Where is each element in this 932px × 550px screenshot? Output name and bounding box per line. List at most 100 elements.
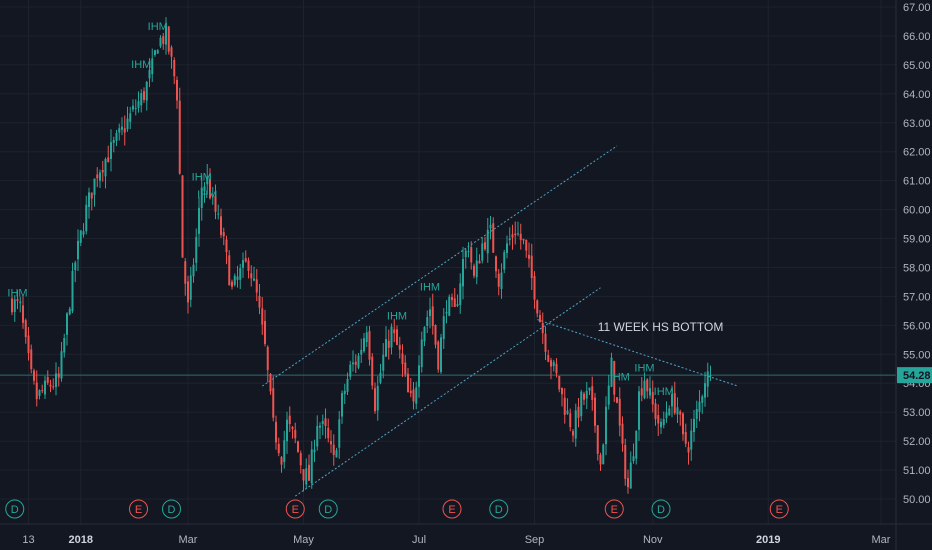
candle-body bbox=[682, 413, 684, 435]
candles bbox=[11, 17, 712, 494]
candle-body bbox=[665, 412, 668, 419]
event-circle bbox=[489, 499, 509, 519]
dividend-marker[interactable]: D bbox=[489, 499, 509, 519]
candle-body bbox=[104, 158, 107, 177]
event-label: D bbox=[168, 504, 176, 516]
candle-body bbox=[349, 364, 352, 377]
candle-body bbox=[649, 388, 651, 396]
candle-body bbox=[629, 462, 632, 489]
candle-body bbox=[332, 444, 335, 455]
candle-body bbox=[643, 380, 646, 399]
candle-body bbox=[308, 464, 310, 481]
x-axis[interactable]: 13 2018 Mar May Jul Sep Nov 2019 Mar bbox=[22, 534, 890, 546]
candle-body bbox=[464, 250, 467, 258]
x-tick-label: Nov bbox=[643, 534, 663, 546]
candle-body bbox=[440, 337, 442, 373]
candle-body bbox=[574, 410, 577, 439]
candle-body bbox=[143, 91, 145, 100]
candle-body bbox=[343, 390, 346, 395]
candle-body bbox=[423, 327, 426, 342]
candle-body bbox=[74, 262, 77, 271]
candle-body bbox=[99, 172, 101, 181]
candle-body bbox=[431, 306, 434, 327]
candle-body bbox=[657, 415, 660, 424]
candle-body bbox=[624, 444, 627, 479]
candle-body bbox=[352, 362, 354, 365]
y-tick-label: 55.00 bbox=[903, 349, 931, 361]
pattern-label: IHM bbox=[197, 189, 217, 201]
candle-body bbox=[165, 25, 167, 45]
candle-body bbox=[676, 407, 679, 415]
dividend-marker[interactable]: D bbox=[318, 499, 338, 519]
candle-body bbox=[357, 355, 360, 368]
earnings-marker[interactable]: E bbox=[129, 499, 148, 519]
candle-body bbox=[418, 365, 420, 387]
x-tick-label: 2019 bbox=[756, 534, 780, 546]
earnings-marker[interactable]: E bbox=[285, 499, 305, 519]
event-circle bbox=[604, 499, 624, 519]
candle-body bbox=[462, 259, 464, 287]
candle-body bbox=[123, 128, 126, 133]
candle-body bbox=[371, 356, 374, 386]
event-circle bbox=[442, 499, 462, 519]
candle-body bbox=[140, 93, 143, 106]
pattern-label: IHM bbox=[387, 311, 407, 323]
candle-body bbox=[41, 390, 44, 392]
candle-body bbox=[162, 36, 165, 44]
x-tick-label: Mar bbox=[179, 534, 198, 546]
candle-body bbox=[134, 107, 137, 109]
dividend-marker[interactable]: D bbox=[5, 499, 25, 519]
candle-body bbox=[11, 298, 13, 313]
candle-body bbox=[382, 354, 385, 371]
candle-body bbox=[396, 329, 398, 345]
candle-body bbox=[679, 411, 682, 415]
candle-body bbox=[569, 413, 572, 428]
candle-body bbox=[544, 333, 547, 352]
candle-body bbox=[374, 388, 376, 412]
candle-body bbox=[170, 47, 173, 57]
candle-body bbox=[96, 174, 99, 179]
event-label: D bbox=[657, 504, 665, 516]
earnings-marker[interactable]: E bbox=[769, 499, 789, 519]
y-tick-label: 62.00 bbox=[903, 147, 931, 159]
candle-body bbox=[448, 296, 451, 316]
candle-body bbox=[129, 113, 132, 122]
candle-body bbox=[387, 340, 390, 348]
candle-body bbox=[156, 50, 159, 54]
candle-body bbox=[360, 349, 363, 355]
candle-body bbox=[401, 353, 404, 365]
candle-body bbox=[426, 317, 429, 326]
candle-body bbox=[178, 100, 181, 174]
candle-body bbox=[473, 265, 475, 276]
candle-body bbox=[486, 229, 489, 254]
candle-body bbox=[346, 379, 349, 392]
candle-body bbox=[555, 363, 558, 374]
candle-body bbox=[528, 254, 530, 259]
candle-body bbox=[517, 233, 519, 235]
candle-body bbox=[159, 37, 162, 47]
candle-body bbox=[176, 79, 178, 101]
dividend-marker[interactable]: D bbox=[162, 499, 181, 519]
earnings-marker[interactable]: E bbox=[604, 499, 624, 519]
candle-body bbox=[514, 233, 517, 236]
candle-body bbox=[154, 50, 156, 56]
earnings-marker[interactable]: E bbox=[442, 499, 462, 519]
candle-body bbox=[253, 278, 255, 281]
candle-body bbox=[519, 233, 522, 240]
candle-body bbox=[231, 281, 233, 287]
candle-body bbox=[536, 300, 539, 314]
candle-body bbox=[239, 268, 242, 280]
candle-body bbox=[690, 430, 693, 450]
y-axis[interactable]: 50.0051.0052.0053.0054.0055.0056.0057.00… bbox=[903, 2, 931, 506]
candle-body bbox=[30, 349, 33, 370]
pattern-label: IHM bbox=[634, 363, 654, 375]
candle-body bbox=[484, 242, 486, 250]
candle-body bbox=[85, 204, 88, 232]
dividend-marker[interactable]: D bbox=[651, 499, 671, 519]
candle-body bbox=[121, 126, 123, 130]
candle-body bbox=[233, 275, 236, 285]
candle-body bbox=[44, 380, 46, 395]
candle-body bbox=[220, 216, 222, 235]
